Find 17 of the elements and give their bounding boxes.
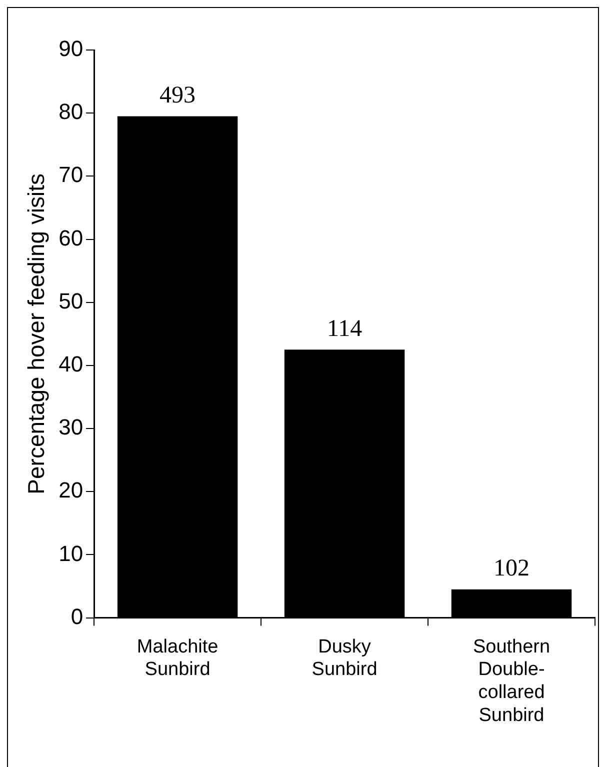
y-tick-label: 90 <box>58 36 84 62</box>
y-tick-label: 70 <box>58 162 84 188</box>
x-tick-label: Malachite Sunbird <box>136 636 218 680</box>
y-tick-label: 10 <box>58 540 84 566</box>
x-tick-label: Dusky Sunbird <box>312 636 378 680</box>
annotation: 102 <box>494 556 530 582</box>
y-tick-label: 80 <box>58 99 84 124</box>
y-tick-label: 0 <box>70 604 84 629</box>
y-tick-label: 20 <box>58 478 84 503</box>
y-tick-label: 30 <box>58 414 84 440</box>
annotation: 114 <box>326 316 362 342</box>
y-tick-label: 40 <box>58 352 84 377</box>
y-tick-label: 50 <box>58 288 84 314</box>
x-tick-label: Southern Double-collared Sunbird <box>472 636 550 726</box>
y-tick-label: 60 <box>58 225 84 250</box>
annotation: 493 <box>160 82 196 109</box>
y-axis-title: Percentage hover feeding visits <box>23 173 50 494</box>
